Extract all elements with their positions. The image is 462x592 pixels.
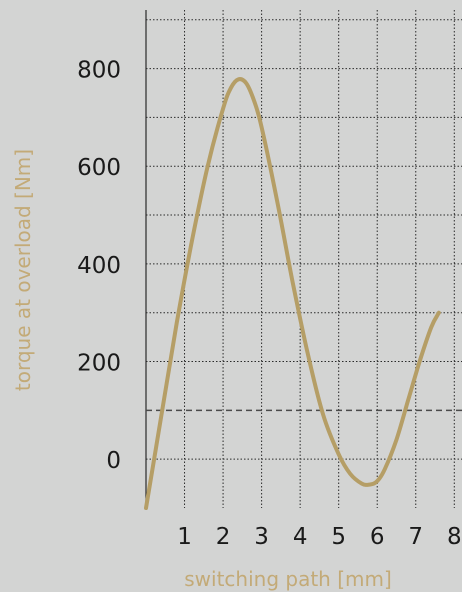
series-group [144, 77, 441, 510]
x-tick-label: 1 [177, 524, 192, 550]
y-tick-label: 400 [77, 253, 121, 279]
grid-lines [145, 10, 462, 508]
x-tick-label: 8 [447, 524, 462, 550]
y-tick-label: 200 [77, 351, 121, 377]
y-tick-label: 0 [106, 448, 121, 474]
x-tick-label: 4 [293, 524, 308, 550]
y-axis-label: torque at overload [Nm] [11, 149, 35, 391]
x-tick-label: 5 [331, 524, 346, 550]
x-tick-label: 3 [254, 524, 269, 550]
y-tick-label: 600 [77, 155, 121, 181]
x-tick-label: 2 [216, 524, 231, 550]
y-tick-labels: 0 200 400 600 800 [77, 58, 121, 475]
x-axis-label: switching path [mm] [184, 567, 392, 591]
x-tick-label: 6 [370, 524, 385, 550]
torque-curve [144, 77, 441, 510]
y-tick-label: 800 [77, 58, 121, 84]
x-tick-label: 7 [408, 524, 423, 550]
